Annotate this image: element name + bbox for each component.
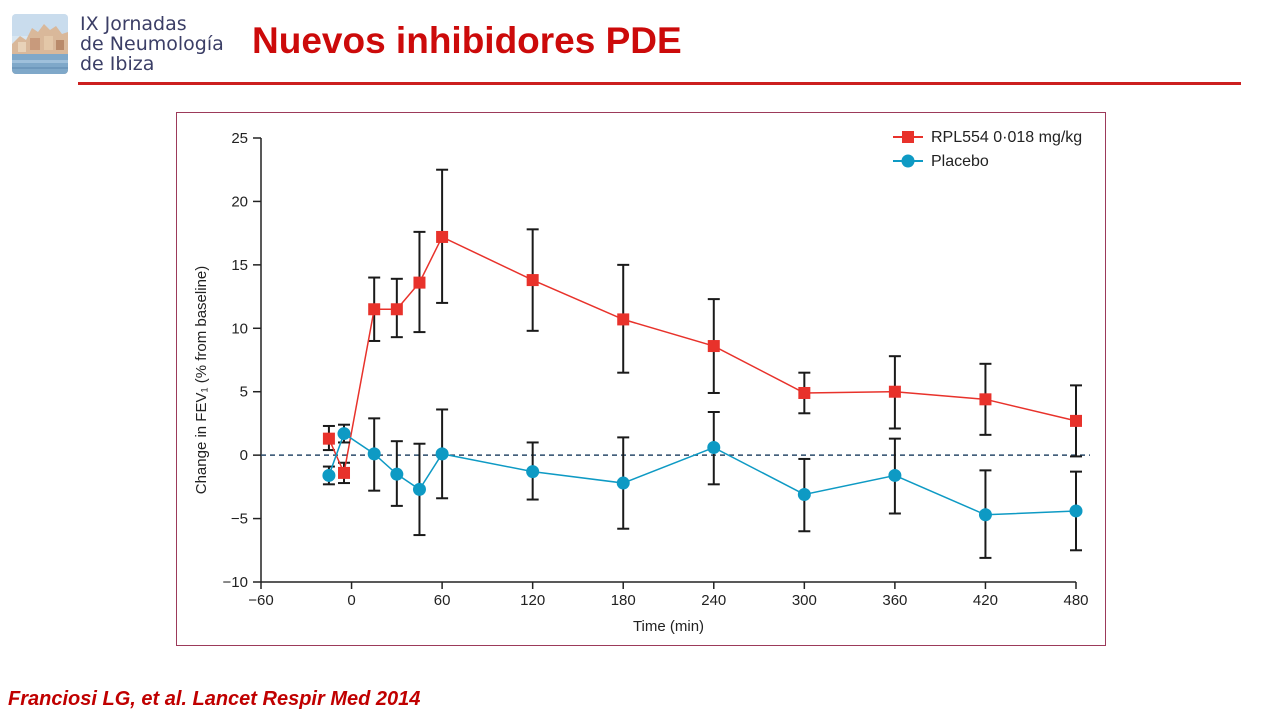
data-point-circle: [888, 468, 902, 482]
title-divider: [78, 82, 1241, 85]
x-tick-label: 60: [434, 592, 451, 609]
legend-square-marker: [902, 131, 914, 143]
data-point-circle: [435, 447, 449, 461]
data-point-circle: [526, 465, 540, 479]
x-tick-label: −60: [248, 592, 273, 609]
citation: Franciosi LG, et al. Lancet Respir Med 2…: [8, 688, 421, 710]
data-point-circle: [707, 441, 721, 455]
data-point-square: [368, 303, 381, 316]
data-point-circle: [390, 467, 404, 481]
legend-label: RPL554 0·018 mg/kg: [931, 129, 1082, 146]
legend: RPL554 0·018 mg/kg Placebo: [893, 129, 1082, 170]
x-tick-label: 180: [611, 592, 636, 609]
legend-circle-marker: [901, 154, 915, 168]
series-placebo: [322, 408, 1083, 559]
x-tick-label: 360: [882, 592, 907, 609]
y-tick-label: 20: [231, 193, 248, 210]
x-tick-label: 420: [973, 592, 998, 609]
x-tick-label: 0: [347, 592, 355, 609]
logo-text: IX Jornadas de Neumología de Ibiza: [80, 14, 224, 74]
data-point-circle: [1069, 504, 1083, 518]
chart-frame: −10 −5 0 5 10 15 20 25 −60 0 60 120 180 240 300 360 420 4…: [176, 112, 1106, 646]
y-tick-label: 10: [231, 320, 248, 337]
y-tick-label: −5: [231, 511, 248, 528]
legend-label: Placebo: [931, 153, 989, 170]
data-point-circle: [978, 508, 992, 522]
logo-line: IX Jornadas: [80, 13, 187, 35]
data-point-square: [1070, 414, 1082, 427]
page-title: Nuevos inhibidores PDE: [252, 20, 682, 61]
x-tick-label: 120: [520, 592, 545, 609]
data-point-square: [979, 393, 992, 406]
data-point-circle: [337, 427, 351, 441]
data-point-square: [436, 230, 449, 243]
data-point-square: [526, 274, 539, 287]
x-axis-label: Time (min): [633, 618, 704, 635]
series-line: [328, 432, 1077, 516]
x-tick-label: 480: [1063, 592, 1088, 609]
data-point-square: [617, 313, 630, 326]
x-tick-label: 240: [701, 592, 726, 609]
data-point-square: [338, 466, 351, 479]
data-point-square: [390, 303, 403, 316]
y-tick-label: 15: [231, 257, 248, 274]
y-tick-label: −10: [223, 574, 248, 591]
data-point-circle: [616, 476, 630, 490]
data-point-circle: [412, 482, 426, 496]
data-point-circle: [322, 468, 336, 482]
data-point-circle: [367, 447, 381, 461]
data-point-circle: [797, 487, 811, 501]
data-point-square: [888, 385, 901, 398]
data-point-square: [322, 432, 335, 445]
x-tick-label: 300: [792, 592, 817, 609]
y-tick-label: 25: [231, 130, 248, 147]
y-axis-label: Change in FEV₁ (% from baseline): [193, 266, 210, 495]
y-tick-label: 0: [240, 447, 248, 464]
y-tick-label: 5: [240, 384, 248, 401]
data-point-square: [798, 386, 811, 399]
data-point-square: [707, 340, 720, 353]
fev1-chart: −10 −5 0 5 10 15 20 25 −60 0 60 120 180 240 300 360 420 4…: [193, 129, 1090, 635]
logo-line: de Ibiza: [80, 53, 155, 75]
logo-image: [12, 14, 68, 74]
series-line: [328, 235, 1077, 476]
data-point-square: [413, 276, 426, 289]
series-rpl554: [322, 168, 1082, 485]
logo-line: de Neumología: [80, 33, 224, 55]
